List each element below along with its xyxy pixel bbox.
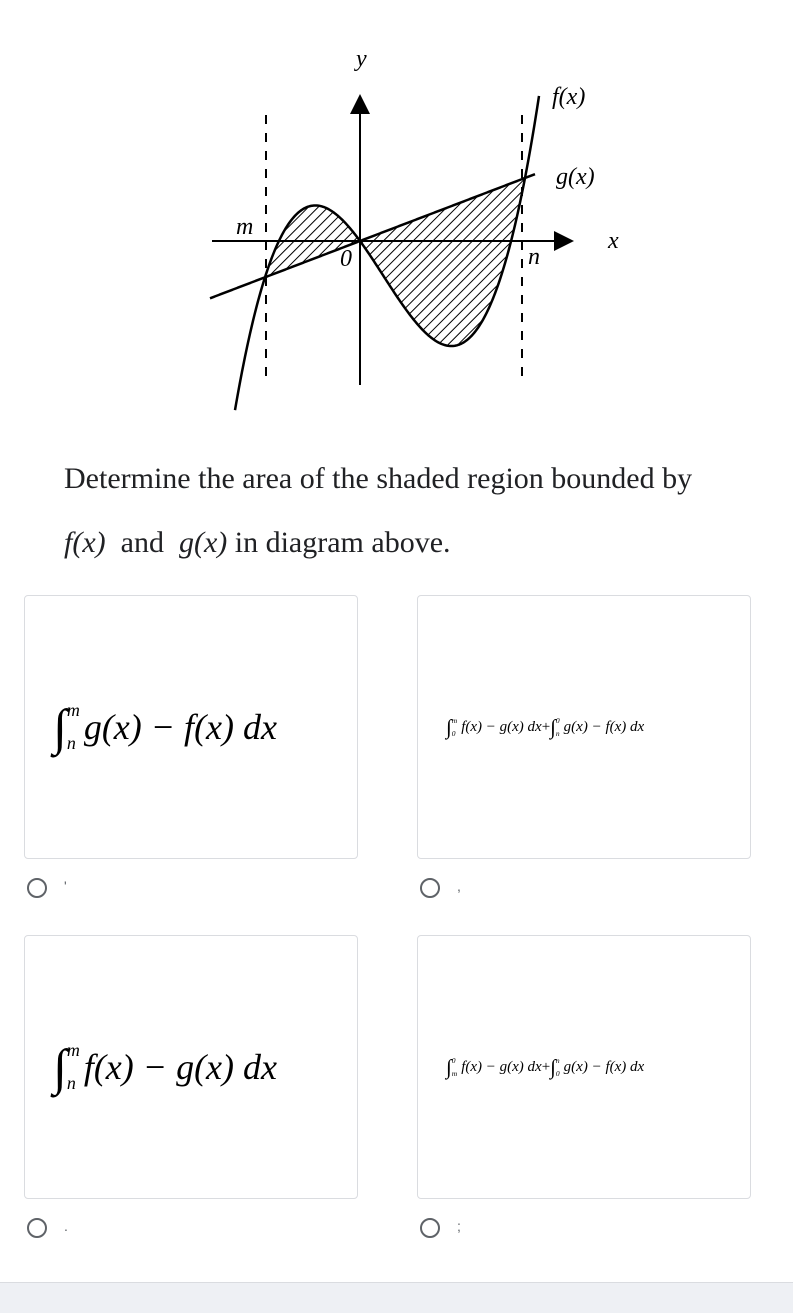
upper-limit: 0	[555, 715, 560, 725]
formula: ∫ m 0 f(x) − g(x) dx + ∫ 0 n g(x) − f(x) dx	[446, 715, 644, 740]
question: Determine the area of the shaded region …	[64, 462, 693, 495]
shaded-region	[360, 177, 525, 347]
lower-limit: 0	[555, 1069, 560, 1079]
q-part: g(x)	[178, 526, 228, 559]
upper-limit: m	[451, 715, 458, 725]
radio[interactable]	[420, 1218, 440, 1238]
integral-sign: ∫	[550, 714, 556, 739]
radio[interactable]	[27, 878, 47, 898]
integral: ∫ 0 m f(x) − g(x) dx	[446, 1055, 542, 1080]
integral: ∫ m n f(x) − g(x) dx	[53, 1038, 277, 1096]
radio[interactable]	[27, 1218, 47, 1238]
integrand: g(x) − f(x) dx	[563, 1058, 645, 1075]
radio[interactable]	[420, 878, 440, 898]
formula: ∫ 0 m f(x) − g(x) dx + ∫ n 0 g(x) − f(x) dx	[446, 1055, 644, 1080]
integral: ∫ n 0 g(x) − f(x) dx	[550, 1055, 644, 1080]
integral-sign: ∫	[550, 1054, 556, 1079]
q-part: and	[120, 526, 164, 559]
integrand: f(x) − g(x) dx	[461, 1058, 542, 1075]
origin-label: 0	[340, 246, 352, 272]
option-card: ∫ 0 m f(x) − g(x) dx + ∫ n 0 g(x) − f(x) dx	[417, 935, 751, 1199]
option-marker: .	[64, 1218, 68, 1234]
integrand: g(x) − f(x) dx	[83, 707, 277, 747]
option-marker: ;	[457, 1218, 461, 1234]
question-2: f(x) and g(x) in diagram above.	[64, 526, 451, 560]
option-marker: '	[64, 878, 67, 894]
integral-sign: ∫	[446, 714, 452, 739]
g-label: g(x)	[556, 164, 595, 190]
integral: ∫ m 0 f(x) − g(x) dx	[446, 715, 542, 740]
q-part: in diagram above.	[234, 526, 451, 559]
x-label: x	[607, 228, 619, 254]
lower-limit: n	[66, 733, 76, 753]
option-card: ∫ m n g(x) − f(x) dx	[24, 595, 358, 859]
integral-sign: ∫	[53, 699, 67, 755]
upper-limit: m	[66, 700, 80, 720]
integrand: f(x) − g(x) dx	[461, 718, 542, 735]
option-marker: ,	[457, 878, 461, 894]
f-curve	[233, 95, 541, 411]
integral-sign: ∫	[53, 1039, 67, 1095]
integrand: g(x) − f(x) dx	[563, 718, 645, 735]
integral-sign: ∫	[446, 1054, 452, 1079]
joiner: +	[541, 718, 551, 735]
integral: ∫ 0 n g(x) − f(x) dx	[550, 715, 644, 740]
lower-limit: 0	[451, 729, 456, 739]
m-label: m	[236, 214, 253, 240]
lower-limit: n	[555, 729, 560, 739]
q-part: f(x)	[64, 526, 106, 559]
option-card: ∫ m 0 f(x) − g(x) dx + ∫ 0 n g(x) − f(x) dx	[417, 595, 751, 859]
n-label: n	[528, 244, 540, 270]
option-card: ∫ m n f(x) − g(x) dx	[24, 935, 358, 1199]
upper-limit: 0	[451, 1055, 456, 1065]
joiner: +	[541, 1058, 551, 1075]
footer	[0, 1282, 793, 1313]
lower-limit: n	[66, 1073, 76, 1093]
upper-limit: m	[66, 1040, 80, 1060]
upper-limit: n	[555, 1055, 560, 1065]
y-label: y	[354, 46, 367, 72]
integral: ∫ m n g(x) − f(x) dx	[53, 698, 277, 756]
diagram: y x f(x) g(x) m 0 n	[209, 46, 619, 411]
f-label: f(x)	[552, 84, 585, 110]
integrand: f(x) − g(x) dx	[83, 1047, 277, 1087]
formula: ∫ m n f(x) − g(x) dx	[53, 1038, 277, 1096]
formula: ∫ m n g(x) − f(x) dx	[53, 698, 277, 756]
lower-limit: m	[451, 1069, 458, 1079]
